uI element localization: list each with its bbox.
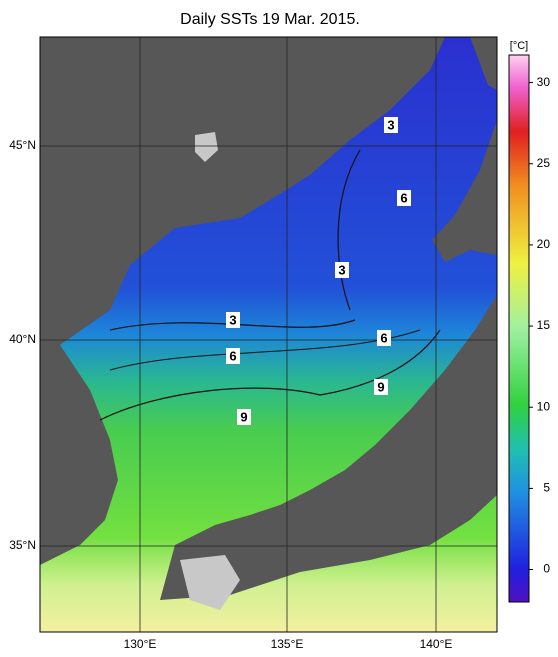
contour-labels: 3 3 3 6 6 6 9 9 bbox=[226, 117, 411, 425]
contour-label: 6 bbox=[400, 190, 407, 205]
colorbar-tick-label: 25 bbox=[537, 156, 551, 170]
contour-label: 9 bbox=[377, 379, 384, 394]
map-title: Daily SSTs 19 Mar. 2015. bbox=[180, 11, 360, 28]
contour-label: 6 bbox=[229, 348, 236, 363]
contour-label: 6 bbox=[380, 330, 387, 345]
continent bbox=[40, 37, 445, 565]
colorbar: [°C] 0 5 10 15 20 25 30 bbox=[508, 40, 551, 603]
contour-label: 3 bbox=[387, 117, 394, 132]
colorbar-tick-label: 30 bbox=[537, 75, 551, 89]
lat-label: 35°N bbox=[9, 538, 36, 552]
honshu bbox=[160, 295, 497, 600]
colorbar-tick-label: 5 bbox=[543, 481, 550, 495]
colorbar-unit: [°C] bbox=[510, 40, 528, 52]
contour-label: 3 bbox=[229, 312, 236, 327]
colorbar-tick-label: 15 bbox=[537, 318, 551, 332]
colorbar-tick-label: 10 bbox=[537, 399, 551, 413]
map-area bbox=[40, 37, 497, 632]
lon-label: 140°E bbox=[420, 637, 453, 651]
colorbar-tick-label: 0 bbox=[543, 562, 550, 576]
kyushu bbox=[180, 555, 240, 610]
lon-label: 130°E bbox=[124, 637, 157, 651]
map-frame bbox=[39, 36, 498, 633]
contour-label: 3 bbox=[338, 262, 345, 277]
colorbar-tick-label: 20 bbox=[537, 237, 551, 251]
colorbar-ramp bbox=[508, 54, 530, 603]
lat-label: 40°N bbox=[9, 332, 36, 346]
hokkaido bbox=[432, 120, 497, 262]
island bbox=[195, 132, 218, 162]
lat-label: 45°N bbox=[9, 138, 36, 152]
lon-label: 135°E bbox=[271, 637, 304, 651]
contour-label: 9 bbox=[240, 409, 247, 424]
sakhalin-tip bbox=[470, 37, 497, 90]
